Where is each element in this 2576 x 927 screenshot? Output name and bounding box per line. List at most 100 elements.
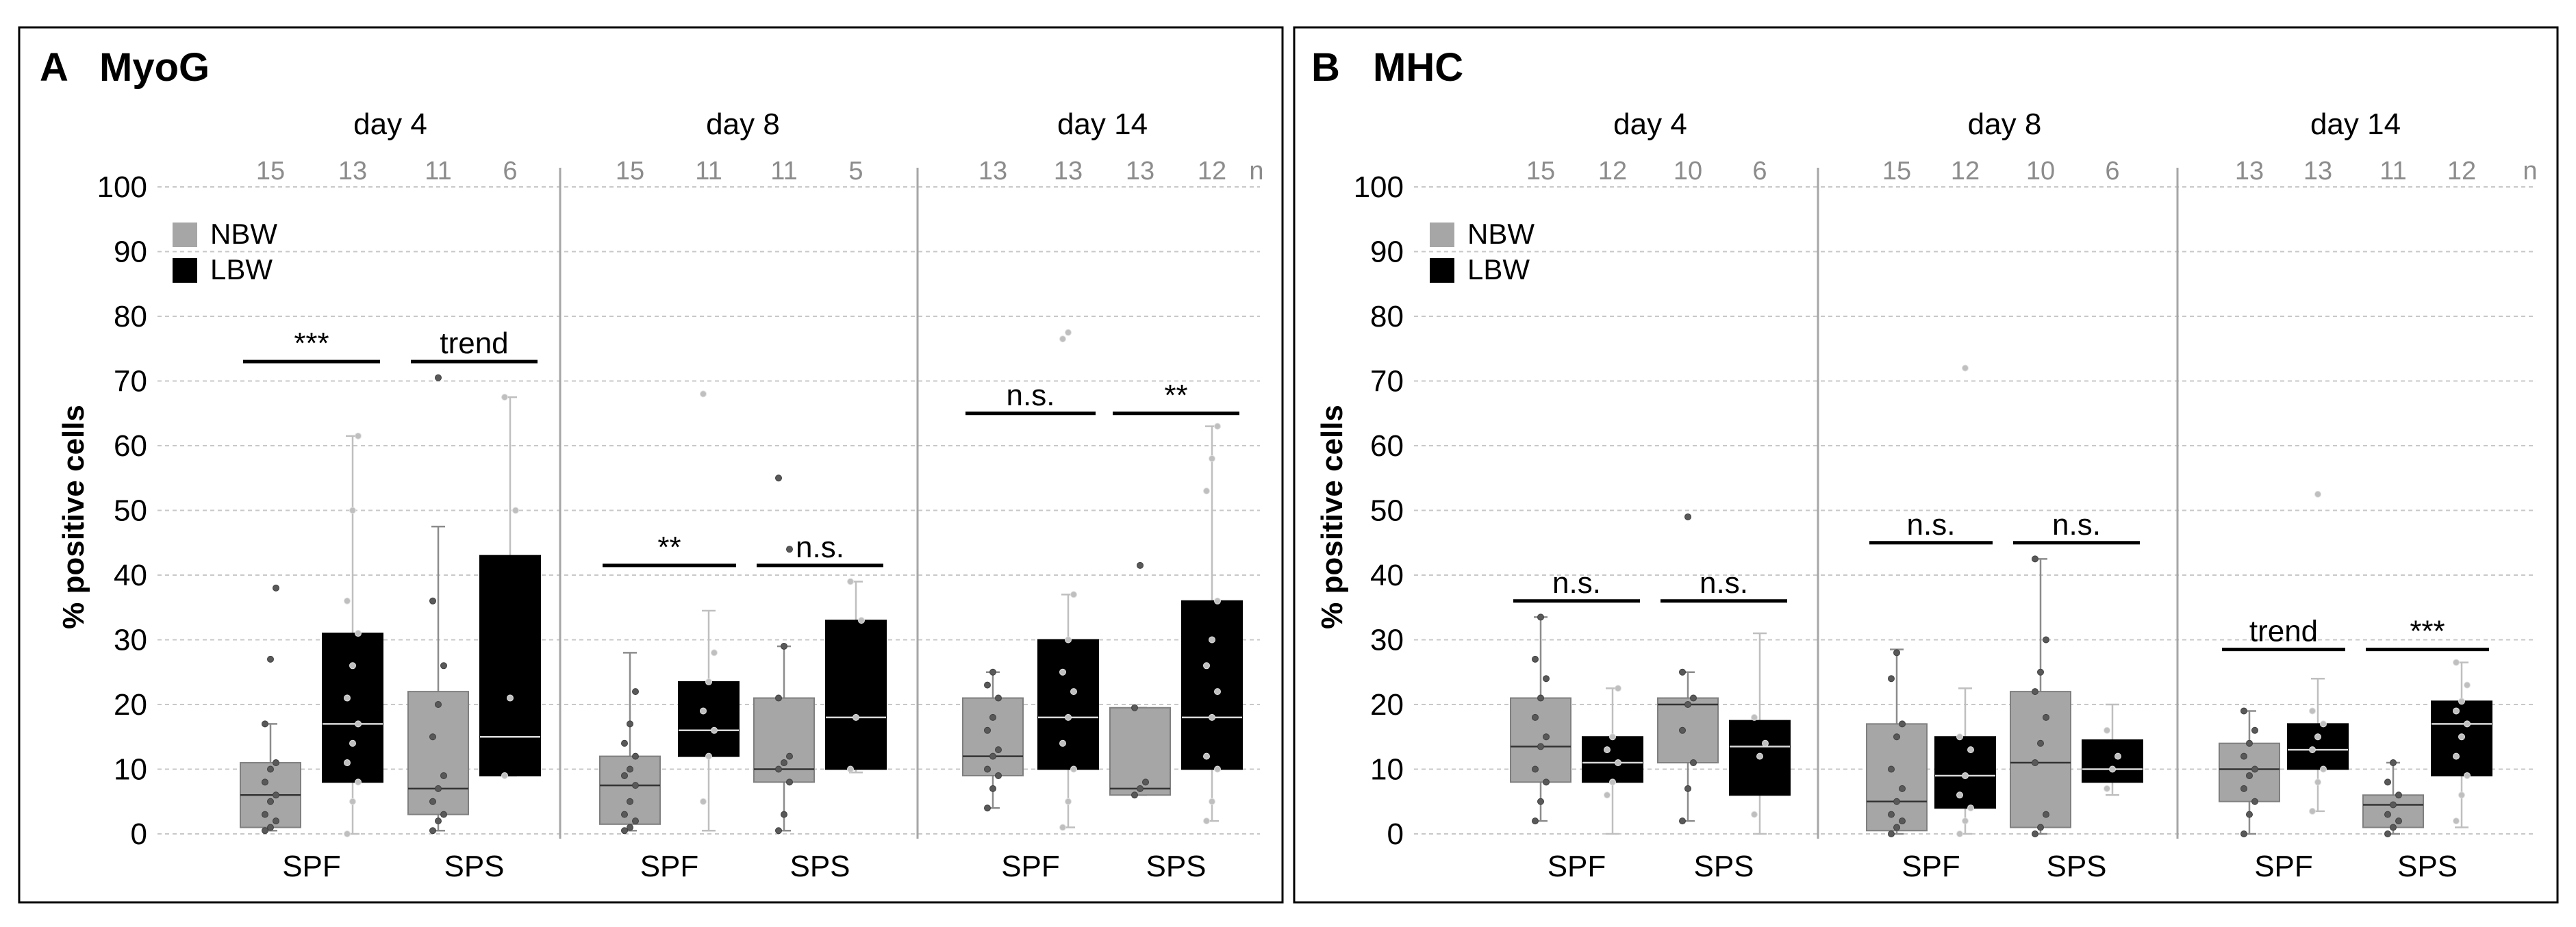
data-point xyxy=(2043,713,2049,721)
box-lbw xyxy=(1934,736,1996,809)
x-category-label: SPF xyxy=(640,850,699,883)
data-point xyxy=(1543,733,1550,741)
data-point xyxy=(429,597,436,605)
data-point xyxy=(2320,765,2327,773)
n-unit-label: n xyxy=(2523,157,2537,186)
data-point xyxy=(2037,824,2044,831)
data-point xyxy=(1532,655,1539,663)
data-point xyxy=(1893,733,1900,741)
data-point xyxy=(700,390,707,398)
n-count: 15 xyxy=(1526,157,1555,186)
n-count: 6 xyxy=(503,157,517,186)
data-point xyxy=(1059,668,1066,676)
y-tick-label: 10 xyxy=(1370,753,1404,787)
data-point xyxy=(786,778,793,786)
legend-label-nbw: NBW xyxy=(1467,218,1535,250)
data-point xyxy=(440,811,447,818)
data-point xyxy=(1893,824,1900,831)
data-point xyxy=(2453,659,2460,666)
n-unit-label: n xyxy=(1249,157,1263,186)
n-count: 6 xyxy=(1752,157,1767,186)
data-point xyxy=(1131,704,1138,711)
data-point xyxy=(2395,791,2402,799)
significance-label: n.s. xyxy=(1700,566,1748,600)
n-count: 13 xyxy=(1126,157,1154,186)
data-point xyxy=(984,726,991,734)
data-point xyxy=(262,778,268,786)
data-point xyxy=(1059,824,1066,831)
box-lbw xyxy=(2287,723,2349,770)
panel-a-frame xyxy=(18,26,1284,904)
data-point xyxy=(1131,791,1138,799)
data-point xyxy=(1065,798,1072,805)
box-nbw xyxy=(2010,691,2071,828)
data-point xyxy=(632,688,639,696)
data-point xyxy=(2251,765,2258,773)
data-point xyxy=(2037,668,2044,676)
y-tick-label: 50 xyxy=(114,494,147,528)
data-point xyxy=(273,584,279,592)
data-point xyxy=(2240,785,2247,792)
n-count: 12 xyxy=(1951,157,1980,186)
box-nbw xyxy=(1866,723,1928,832)
data-point xyxy=(995,694,1002,702)
y-tick-label: 60 xyxy=(1370,429,1404,463)
data-point xyxy=(349,662,356,670)
data-point xyxy=(2246,811,2253,818)
data-point xyxy=(627,720,633,728)
panel-a-letter: A xyxy=(40,45,68,90)
data-point xyxy=(1679,726,1686,734)
data-point xyxy=(440,772,447,779)
n-count: 12 xyxy=(1598,157,1627,186)
day-label: day 8 xyxy=(706,107,780,141)
n-count: 11 xyxy=(695,157,722,186)
data-point xyxy=(1751,713,1758,721)
box-lbw xyxy=(825,620,887,770)
data-point xyxy=(2309,807,2316,815)
n-count: 5 xyxy=(848,157,863,186)
data-point xyxy=(344,694,351,702)
data-point xyxy=(1070,688,1077,696)
data-point xyxy=(853,713,859,721)
y-tick-label: 30 xyxy=(1370,624,1404,657)
data-point xyxy=(2240,707,2247,715)
data-point xyxy=(989,668,996,676)
data-point xyxy=(2464,772,2471,779)
y-tick-label: 70 xyxy=(1370,365,1404,398)
panel-b-letter: B xyxy=(1311,45,1340,90)
legend-label-lbw: LBW xyxy=(210,253,273,285)
data-point xyxy=(2240,830,2247,837)
x-category-label: SPS xyxy=(790,850,850,883)
data-point xyxy=(621,811,628,818)
data-point xyxy=(440,662,447,670)
data-point xyxy=(1214,765,1221,773)
y-tick-label: 20 xyxy=(1370,688,1404,722)
significance-label: trend xyxy=(440,327,508,360)
significance-label: n.s. xyxy=(1907,508,1956,542)
data-point xyxy=(700,798,707,805)
data-point xyxy=(847,578,854,585)
data-point xyxy=(1209,455,1215,462)
data-point xyxy=(1137,561,1144,569)
data-point xyxy=(632,782,639,789)
data-point xyxy=(355,432,362,440)
data-point xyxy=(1888,830,1895,837)
data-point xyxy=(1684,785,1691,792)
y-tick-label: 80 xyxy=(114,300,147,333)
data-point xyxy=(621,739,628,747)
data-point xyxy=(1070,765,1077,773)
data-point xyxy=(786,752,793,760)
box-lbw xyxy=(322,633,383,783)
data-point xyxy=(1956,733,1963,741)
data-point xyxy=(2309,746,2316,754)
data-point xyxy=(1532,765,1539,773)
data-point xyxy=(858,617,865,624)
box-nbw xyxy=(1657,697,1719,764)
data-point xyxy=(786,546,793,553)
data-point xyxy=(1679,668,1686,676)
data-point xyxy=(1893,649,1900,657)
y-tick-label: 100 xyxy=(1354,170,1404,204)
x-category-label: SPS xyxy=(444,850,504,883)
data-point xyxy=(1209,636,1215,644)
